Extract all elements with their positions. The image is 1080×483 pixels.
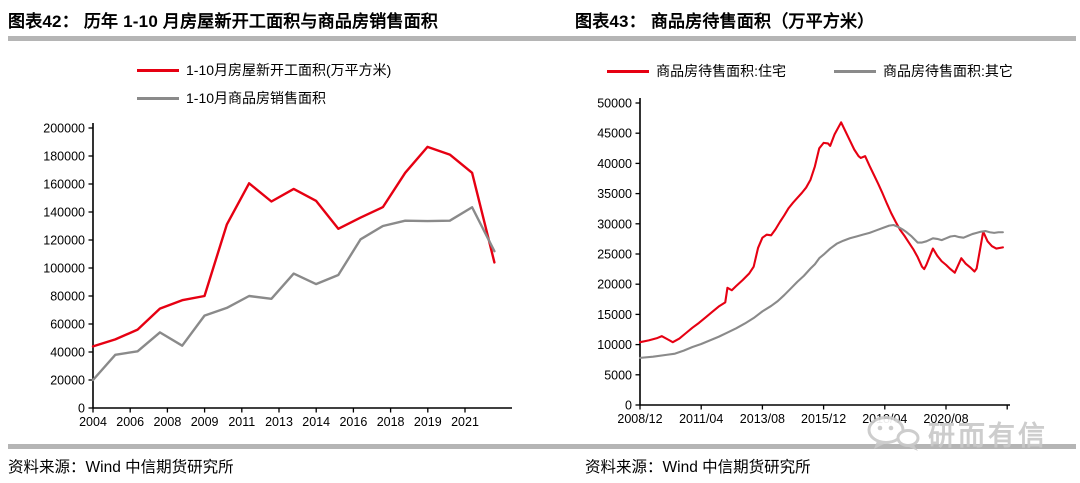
right-line-chart: 0 5000 10000 15000 20000 25000 30000 35000 40000… [597, 97, 1010, 426]
svg-text:50000: 50000 [597, 97, 632, 111]
watermark-text: 研而有信 [928, 421, 1048, 451]
right-source-note: 资料来源：Wind 中信期货研究所 [585, 459, 811, 476]
left-line-chart: 0 20000 40000 60000 80000 100000 120000 140000 1… [43, 122, 512, 429]
legend-label: 1-10月房屋新开工面积(万平方米) [186, 62, 392, 78]
title-divider-rule [8, 36, 1076, 41]
svg-text:2013/08: 2013/08 [740, 412, 785, 426]
svg-text:30000: 30000 [597, 217, 632, 231]
svg-text:0: 0 [625, 399, 632, 413]
legend-label: 商品房待售面积:住宅 [656, 63, 786, 79]
svg-text:200000: 200000 [43, 122, 85, 136]
svg-text:0: 0 [78, 402, 85, 416]
red-line-swatch [137, 68, 179, 72]
svg-text:2019: 2019 [414, 415, 442, 429]
svg-text:100000: 100000 [43, 262, 85, 276]
legend-label: 商品房待售面积:其它 [883, 63, 1013, 79]
svg-text:5000: 5000 [604, 368, 632, 382]
svg-text:2006: 2006 [116, 415, 144, 429]
svg-text:2011: 2011 [228, 415, 255, 429]
svg-text:20000: 20000 [597, 278, 632, 292]
left-source-note: 资料来源：Wind 中信期货研究所 [8, 459, 234, 476]
svg-text:15000: 15000 [597, 308, 632, 322]
chat-bubbles-logo-icon [867, 415, 920, 451]
svg-text:10000: 10000 [597, 338, 632, 352]
right-chart-title: 图表43： 商品房待售面积（万平方米） [575, 12, 875, 31]
svg-text:160000: 160000 [43, 178, 85, 192]
svg-text:40000: 40000 [597, 157, 632, 171]
footer-divider-rule [8, 444, 1076, 449]
right-chart-legend: 商品房待售面积:住宅 商品房待售面积:其它 [540, 61, 1080, 81]
left-chart-title: 图表42： 历年 1-10 月房屋新开工面积与商品房销售面积 [8, 12, 439, 31]
legend-item-sales-area: 1-10月商品房销售面积 [137, 88, 391, 108]
svg-text:2004: 2004 [79, 415, 107, 429]
svg-text:2008/12: 2008/12 [617, 412, 662, 426]
svg-text:120000: 120000 [43, 234, 85, 248]
gray-line-swatch [834, 69, 876, 73]
legend-item-inventory-residential: 商品房待售面积:住宅 [607, 61, 786, 81]
left-chart-legend: 1-10月房屋新开工面积(万平方米) 1-10月商品房销售面积 [137, 60, 391, 108]
svg-text:2015/12: 2015/12 [801, 412, 846, 426]
gray-line-swatch [137, 96, 179, 100]
svg-text:60000: 60000 [50, 318, 85, 332]
svg-text:25000: 25000 [597, 248, 632, 262]
svg-text:2020/08: 2020/08 [923, 412, 968, 426]
legend-item-inventory-other: 商品房待售面积:其它 [834, 61, 1013, 81]
svg-text:2008: 2008 [153, 415, 181, 429]
svg-text:140000: 140000 [43, 206, 85, 220]
svg-text:2011/04: 2011/04 [679, 412, 723, 426]
svg-text:2009: 2009 [191, 415, 219, 429]
svg-text:45000: 45000 [597, 127, 632, 141]
svg-text:2013: 2013 [265, 415, 293, 429]
svg-text:80000: 80000 [50, 290, 85, 304]
svg-text:180000: 180000 [43, 150, 85, 164]
svg-text:35000: 35000 [597, 187, 632, 201]
red-line-swatch [607, 69, 650, 73]
svg-text:20000: 20000 [50, 374, 85, 388]
svg-text:2016: 2016 [339, 415, 367, 429]
svg-text:2014: 2014 [302, 415, 330, 429]
svg-text:2018: 2018 [377, 415, 405, 429]
legend-label: 1-10月商品房销售面积 [186, 90, 327, 106]
legend-item-new-starts: 1-10月房屋新开工面积(万平方米) [137, 60, 391, 80]
svg-text:40000: 40000 [50, 346, 85, 360]
watermark: 研而有信 [864, 414, 1048, 453]
svg-text:2021: 2021 [451, 415, 479, 429]
